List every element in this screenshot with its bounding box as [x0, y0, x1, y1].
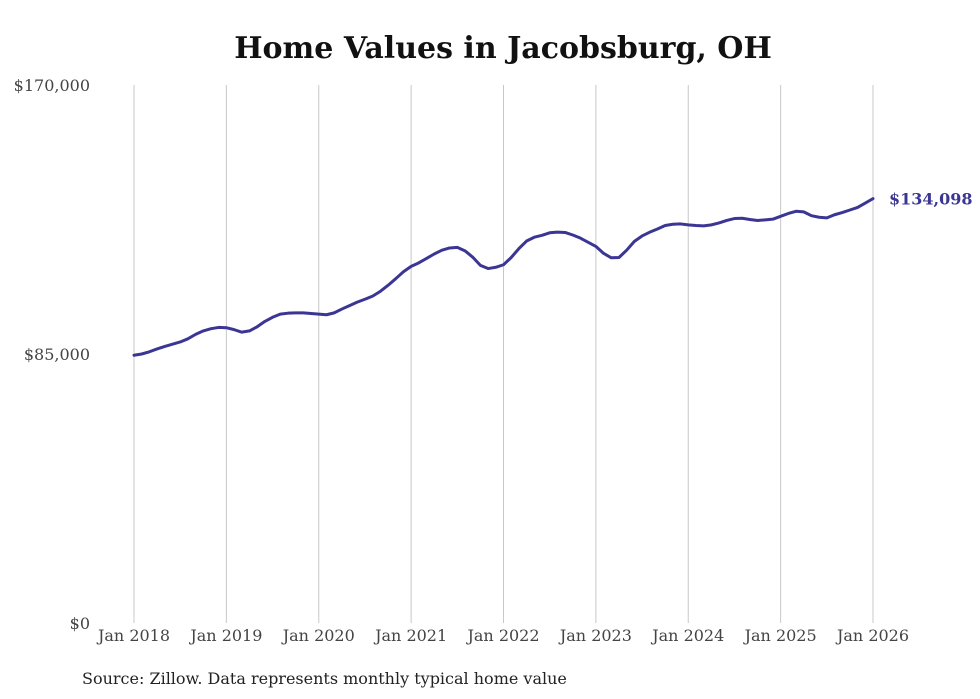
y-tick-label: $85,000	[24, 345, 90, 364]
x-tick-label: Jan 2022	[465, 626, 539, 645]
y-axis-tick-labels: $0 $85,000 $170,000	[14, 76, 90, 633]
x-tick-label: Jan 2024	[650, 626, 724, 645]
x-tick-label: Jan 2025	[743, 626, 817, 645]
x-tick-label: Jan 2019	[188, 626, 262, 645]
x-tick-label: Jan 2020	[281, 626, 355, 645]
y-tick-label: $0	[70, 614, 90, 633]
series-layer	[132, 197, 875, 357]
x-axis-tick-labels: Jan 2018 Jan 2019 Jan 2020 Jan 2021 Jan 2022…	[96, 626, 909, 645]
x-tick-label: Jan 2023	[558, 626, 632, 645]
last-value-label: $134,098	[889, 190, 973, 209]
chart-title: Home Values in Jacobsburg, OH	[234, 31, 772, 66]
x-tick-label: Jan 2018	[96, 626, 170, 645]
source-note: Source: Zillow. Data represents monthly …	[82, 669, 567, 688]
x-tick-label: Jan 2021	[373, 626, 447, 645]
y-tick-label: $170,000	[14, 76, 90, 95]
series-line	[132, 197, 875, 357]
x-tick-label: Jan 2026	[835, 626, 909, 645]
vertical-gridlines	[133, 85, 874, 623]
